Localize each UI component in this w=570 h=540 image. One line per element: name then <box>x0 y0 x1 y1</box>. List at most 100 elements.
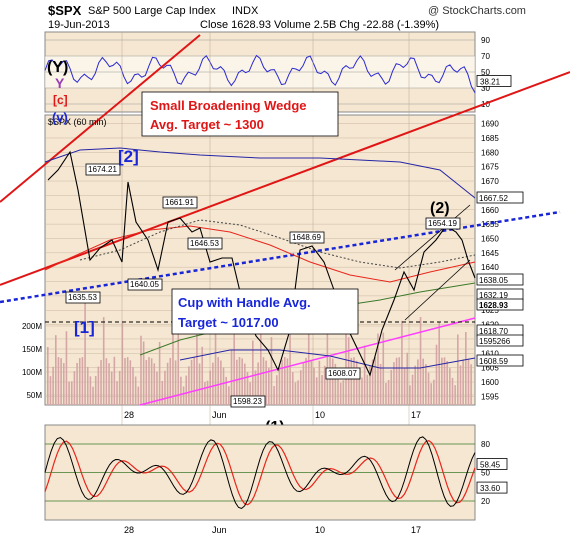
volume-bar <box>299 370 302 405</box>
volume-bar <box>313 367 315 405</box>
volume-bar <box>294 382 297 405</box>
price-value-label: 1618.70 <box>479 327 508 336</box>
volume-bar <box>467 358 470 405</box>
volume-bar <box>462 359 464 405</box>
volume-bar <box>153 363 156 405</box>
volume-bar <box>94 375 97 405</box>
volume-bar <box>89 376 92 405</box>
volume-bar <box>443 357 446 405</box>
volume-bar <box>166 362 169 405</box>
price-tick-label: 1685 <box>481 134 499 143</box>
volume-bar <box>110 371 113 405</box>
volume-bar <box>406 352 409 405</box>
volume-bar <box>414 365 417 405</box>
point-label: 1598.23 <box>233 397 262 406</box>
volume-bar <box>385 382 387 405</box>
volume-bar <box>409 385 411 405</box>
rsi-value-box <box>476 75 512 87</box>
volume-bar <box>164 370 166 405</box>
volume-bar <box>161 380 164 405</box>
rsi-value-label: 38.21 <box>480 77 501 86</box>
volume-bar <box>134 376 137 405</box>
stoch-k-line <box>44 436 476 510</box>
volume-bar <box>214 317 217 405</box>
volume-bar <box>403 368 406 405</box>
trend-line-red <box>0 34 201 203</box>
volume-bar <box>68 381 70 405</box>
price-tick-label: 1670 <box>481 177 499 186</box>
volume-tick-label: 150M <box>22 345 42 354</box>
volume-bar <box>257 362 259 405</box>
volume-bar <box>451 377 454 405</box>
volume-bar <box>238 357 241 405</box>
volume-bar <box>121 322 124 405</box>
volume-bar <box>358 367 361 405</box>
volume-bar <box>169 357 172 405</box>
exchange-label: INDX <box>232 5 259 17</box>
volume-bar <box>353 357 355 405</box>
price-value-label: 1628.93 <box>479 301 508 310</box>
wedge-annotation-box <box>141 91 339 137</box>
channel-line <box>394 204 471 271</box>
volume-bar <box>398 357 401 405</box>
volume-bar <box>201 346 204 405</box>
volume-bar <box>425 364 427 405</box>
price-tick-label: 1660 <box>481 206 499 215</box>
volume-bar <box>86 366 89 405</box>
index-name: S&P 500 Large Cap Index <box>88 5 216 17</box>
volume-bar <box>305 357 307 405</box>
volume-bar <box>401 320 403 405</box>
trend-line-magenta <box>139 317 476 406</box>
volume-bar <box>454 385 456 405</box>
point-label-box <box>425 217 461 230</box>
volume-bar <box>145 359 148 405</box>
wave-label-paren-2: (2) <box>430 200 450 217</box>
volume-bar <box>337 372 339 405</box>
point-label-box <box>230 395 266 408</box>
volume-bar <box>118 370 121 405</box>
volume-bar <box>84 295 86 405</box>
x-axis-label: 28 <box>124 410 134 420</box>
x-axis-label-bottom: 17 <box>411 525 421 535</box>
cup-annotation-text: Target ~ 1017.00 <box>178 315 279 330</box>
stoch-tick-label: 20 <box>481 497 490 506</box>
moving-average-blue <box>44 147 476 199</box>
stoch-tick-label: 80 <box>481 440 490 449</box>
volume-bar <box>382 332 385 405</box>
volume-bar <box>126 357 129 405</box>
volume-bar <box>129 360 132 405</box>
price-value-label: 1667.52 <box>479 194 508 203</box>
volume-bar <box>236 359 238 405</box>
price-value-label: 1638.05 <box>479 276 508 285</box>
moving-average-blue-low <box>179 349 476 369</box>
volume-bar <box>174 360 177 405</box>
volume-bar <box>156 371 158 405</box>
moving-average-dotted <box>79 219 476 269</box>
volume-bar <box>246 371 249 405</box>
volume-bar <box>267 367 270 405</box>
volume-bar <box>387 379 390 405</box>
watermark: @ StockCharts.com <box>428 5 526 17</box>
stoch-signal-line <box>44 439 476 506</box>
rsi-tick-label: 90 <box>481 36 490 45</box>
price-tick-label: 1655 <box>481 220 499 229</box>
volume-bar <box>281 359 283 405</box>
ticker-symbol: $SPX <box>48 3 82 18</box>
volume-bar <box>158 341 161 405</box>
volume-bar <box>100 360 102 405</box>
point-label-box <box>162 196 198 209</box>
volume-bar <box>105 358 108 405</box>
point-label-box <box>65 291 101 304</box>
price-tick-label: 1610 <box>481 349 499 358</box>
volume-bar <box>323 365 326 405</box>
volume-bar <box>289 298 291 405</box>
wave-overlay-text: Y <box>55 75 65 91</box>
price-value-label: 1595266 <box>479 337 511 346</box>
volume-bar <box>262 357 265 405</box>
volume-bar <box>206 380 209 405</box>
price-value-box <box>476 273 524 286</box>
stats-line: Close 1628.93 Volume 2.5B Chg -22.88 (-1… <box>200 19 440 31</box>
volume-bar <box>204 382 206 405</box>
volume-bar <box>254 370 257 405</box>
volume-bar <box>286 358 289 405</box>
